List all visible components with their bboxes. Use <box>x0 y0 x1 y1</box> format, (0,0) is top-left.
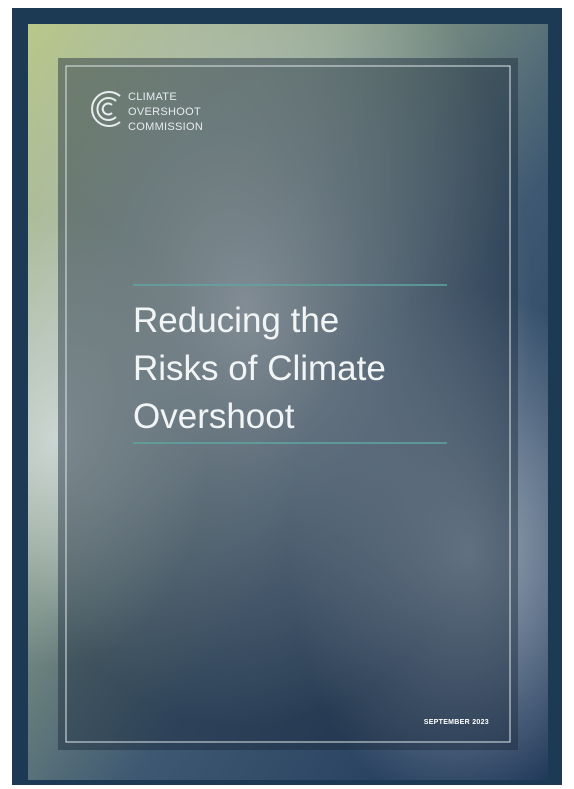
title-line: Reducing the <box>133 301 339 340</box>
title-line: Overshoot <box>133 397 295 436</box>
logo-text: OVERSHOOT <box>128 106 201 118</box>
logo-text: COMMISSION <box>128 121 203 133</box>
report-cover: CLIMATE OVERSHOOT COMMISSION Reducing th… <box>0 0 574 789</box>
title-line: Risks of Climate <box>133 349 386 388</box>
logo-text: CLIMATE <box>128 91 177 103</box>
date: SEPTEMBER 2023 <box>424 719 489 726</box>
page: {"logo": {"lines": ["CLIMATE", "OVERSHOO… <box>0 0 574 789</box>
